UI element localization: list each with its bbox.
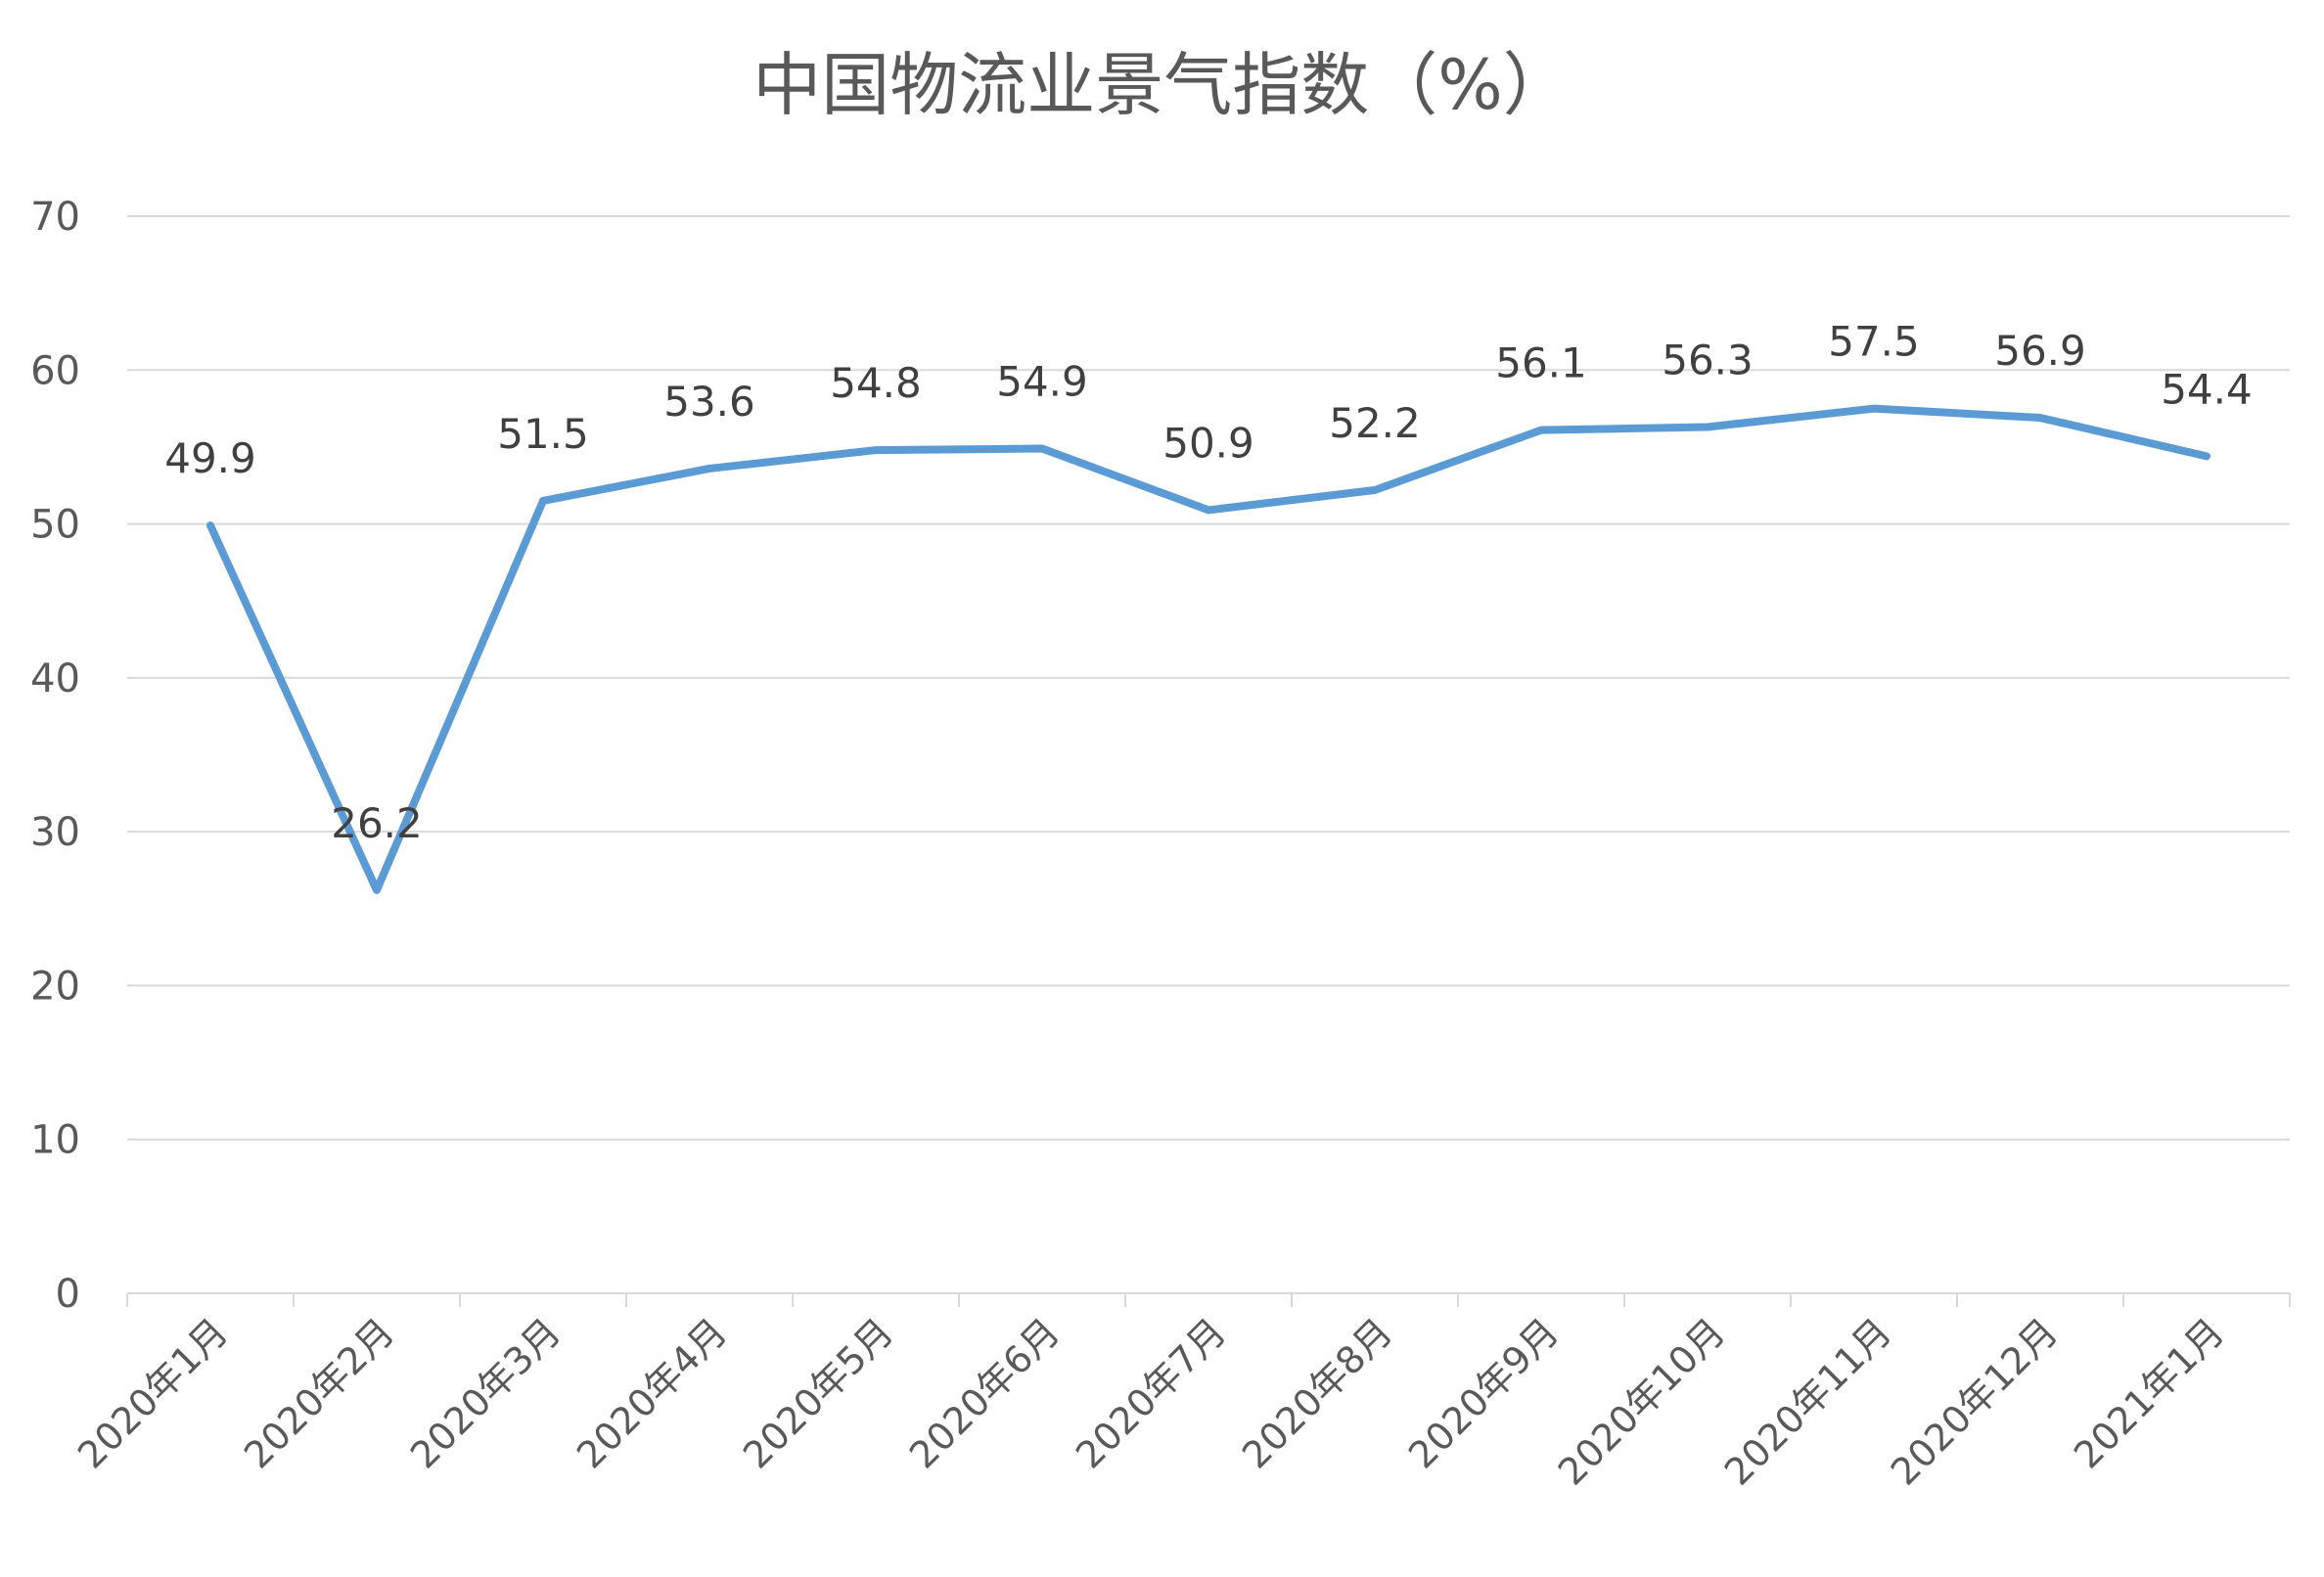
data-point (540, 497, 546, 504)
data-label: 53.6 (663, 378, 755, 426)
data-label: 52.2 (1329, 399, 1421, 447)
data-point (1372, 486, 1378, 493)
data-label: 54.9 (996, 358, 1088, 406)
data-labels: 49.9 26.2 51.5 53.6 54.8 54.9 50.9 52.2 56.1 56.3… (164, 318, 2253, 847)
y-tick-label: 50 (30, 503, 80, 548)
data-point (2037, 415, 2043, 422)
data-point (1871, 405, 1877, 412)
x-tick-label: 2020年6月 (901, 1310, 1068, 1476)
y-axis: 0 10 20 30 40 50 60 70 (30, 195, 80, 1317)
data-label: 54.8 (830, 359, 922, 407)
y-tick-label: 70 (30, 195, 80, 240)
x-tick-label: 2020年7月 (1068, 1310, 1234, 1476)
y-tick-label: 60 (30, 348, 80, 393)
y-tick-label: 40 (30, 656, 80, 701)
x-tick-label: 2020年11月 (1716, 1310, 1899, 1493)
data-point (374, 886, 380, 893)
x-tick-label: 2020年12月 (1883, 1310, 2066, 1493)
x-tick-label: 2020年1月 (69, 1310, 236, 1476)
x-tick-label: 2020年8月 (1234, 1310, 1400, 1476)
data-label: 56.9 (1994, 327, 2086, 375)
chart-title: 中国物流业景气指数（%） (752, 45, 1572, 125)
data-label: 49.9 (164, 434, 256, 482)
data-point (2204, 453, 2210, 460)
x-tick-label: 2020年4月 (569, 1310, 735, 1476)
data-label: 51.5 (497, 410, 589, 458)
data-point (873, 447, 879, 454)
x-tick-label: 2020年3月 (402, 1310, 569, 1476)
x-tick-label: 2020年5月 (735, 1310, 901, 1476)
data-point (1538, 427, 1544, 433)
y-tick-label: 0 (56, 1272, 80, 1317)
x-tick-label: 2021年1月 (2066, 1310, 2232, 1476)
data-label: 54.4 (2161, 365, 2253, 413)
gridlines (127, 215, 2290, 1141)
data-point (207, 522, 213, 529)
x-tick-label: 2020年9月 (1400, 1310, 1567, 1476)
series (206, 404, 2210, 894)
data-point (1705, 424, 1710, 430)
data-label: 50.9 (1162, 419, 1254, 467)
data-label: 57.5 (1828, 318, 1920, 366)
x-tick-label: 2020年10月 (1550, 1310, 1733, 1493)
x-axis-labels: 2020年1月 2020年2月 2020年3月 2020年4月 2020年5月 2020年… (69, 1310, 2232, 1493)
data-label: 56.3 (1662, 336, 1754, 383)
x-tick-label: 2020年2月 (236, 1310, 402, 1476)
series-line (206, 404, 2210, 894)
data-label: 26.2 (331, 799, 423, 847)
data-point (706, 465, 712, 472)
y-tick-label: 20 (30, 964, 80, 1009)
data-point (1206, 507, 1211, 514)
data-label: 56.1 (1495, 339, 1587, 387)
data-point (1039, 445, 1045, 452)
x-axis (126, 1292, 2291, 1307)
y-tick-label: 10 (30, 1118, 80, 1163)
y-tick-label: 30 (30, 810, 80, 855)
